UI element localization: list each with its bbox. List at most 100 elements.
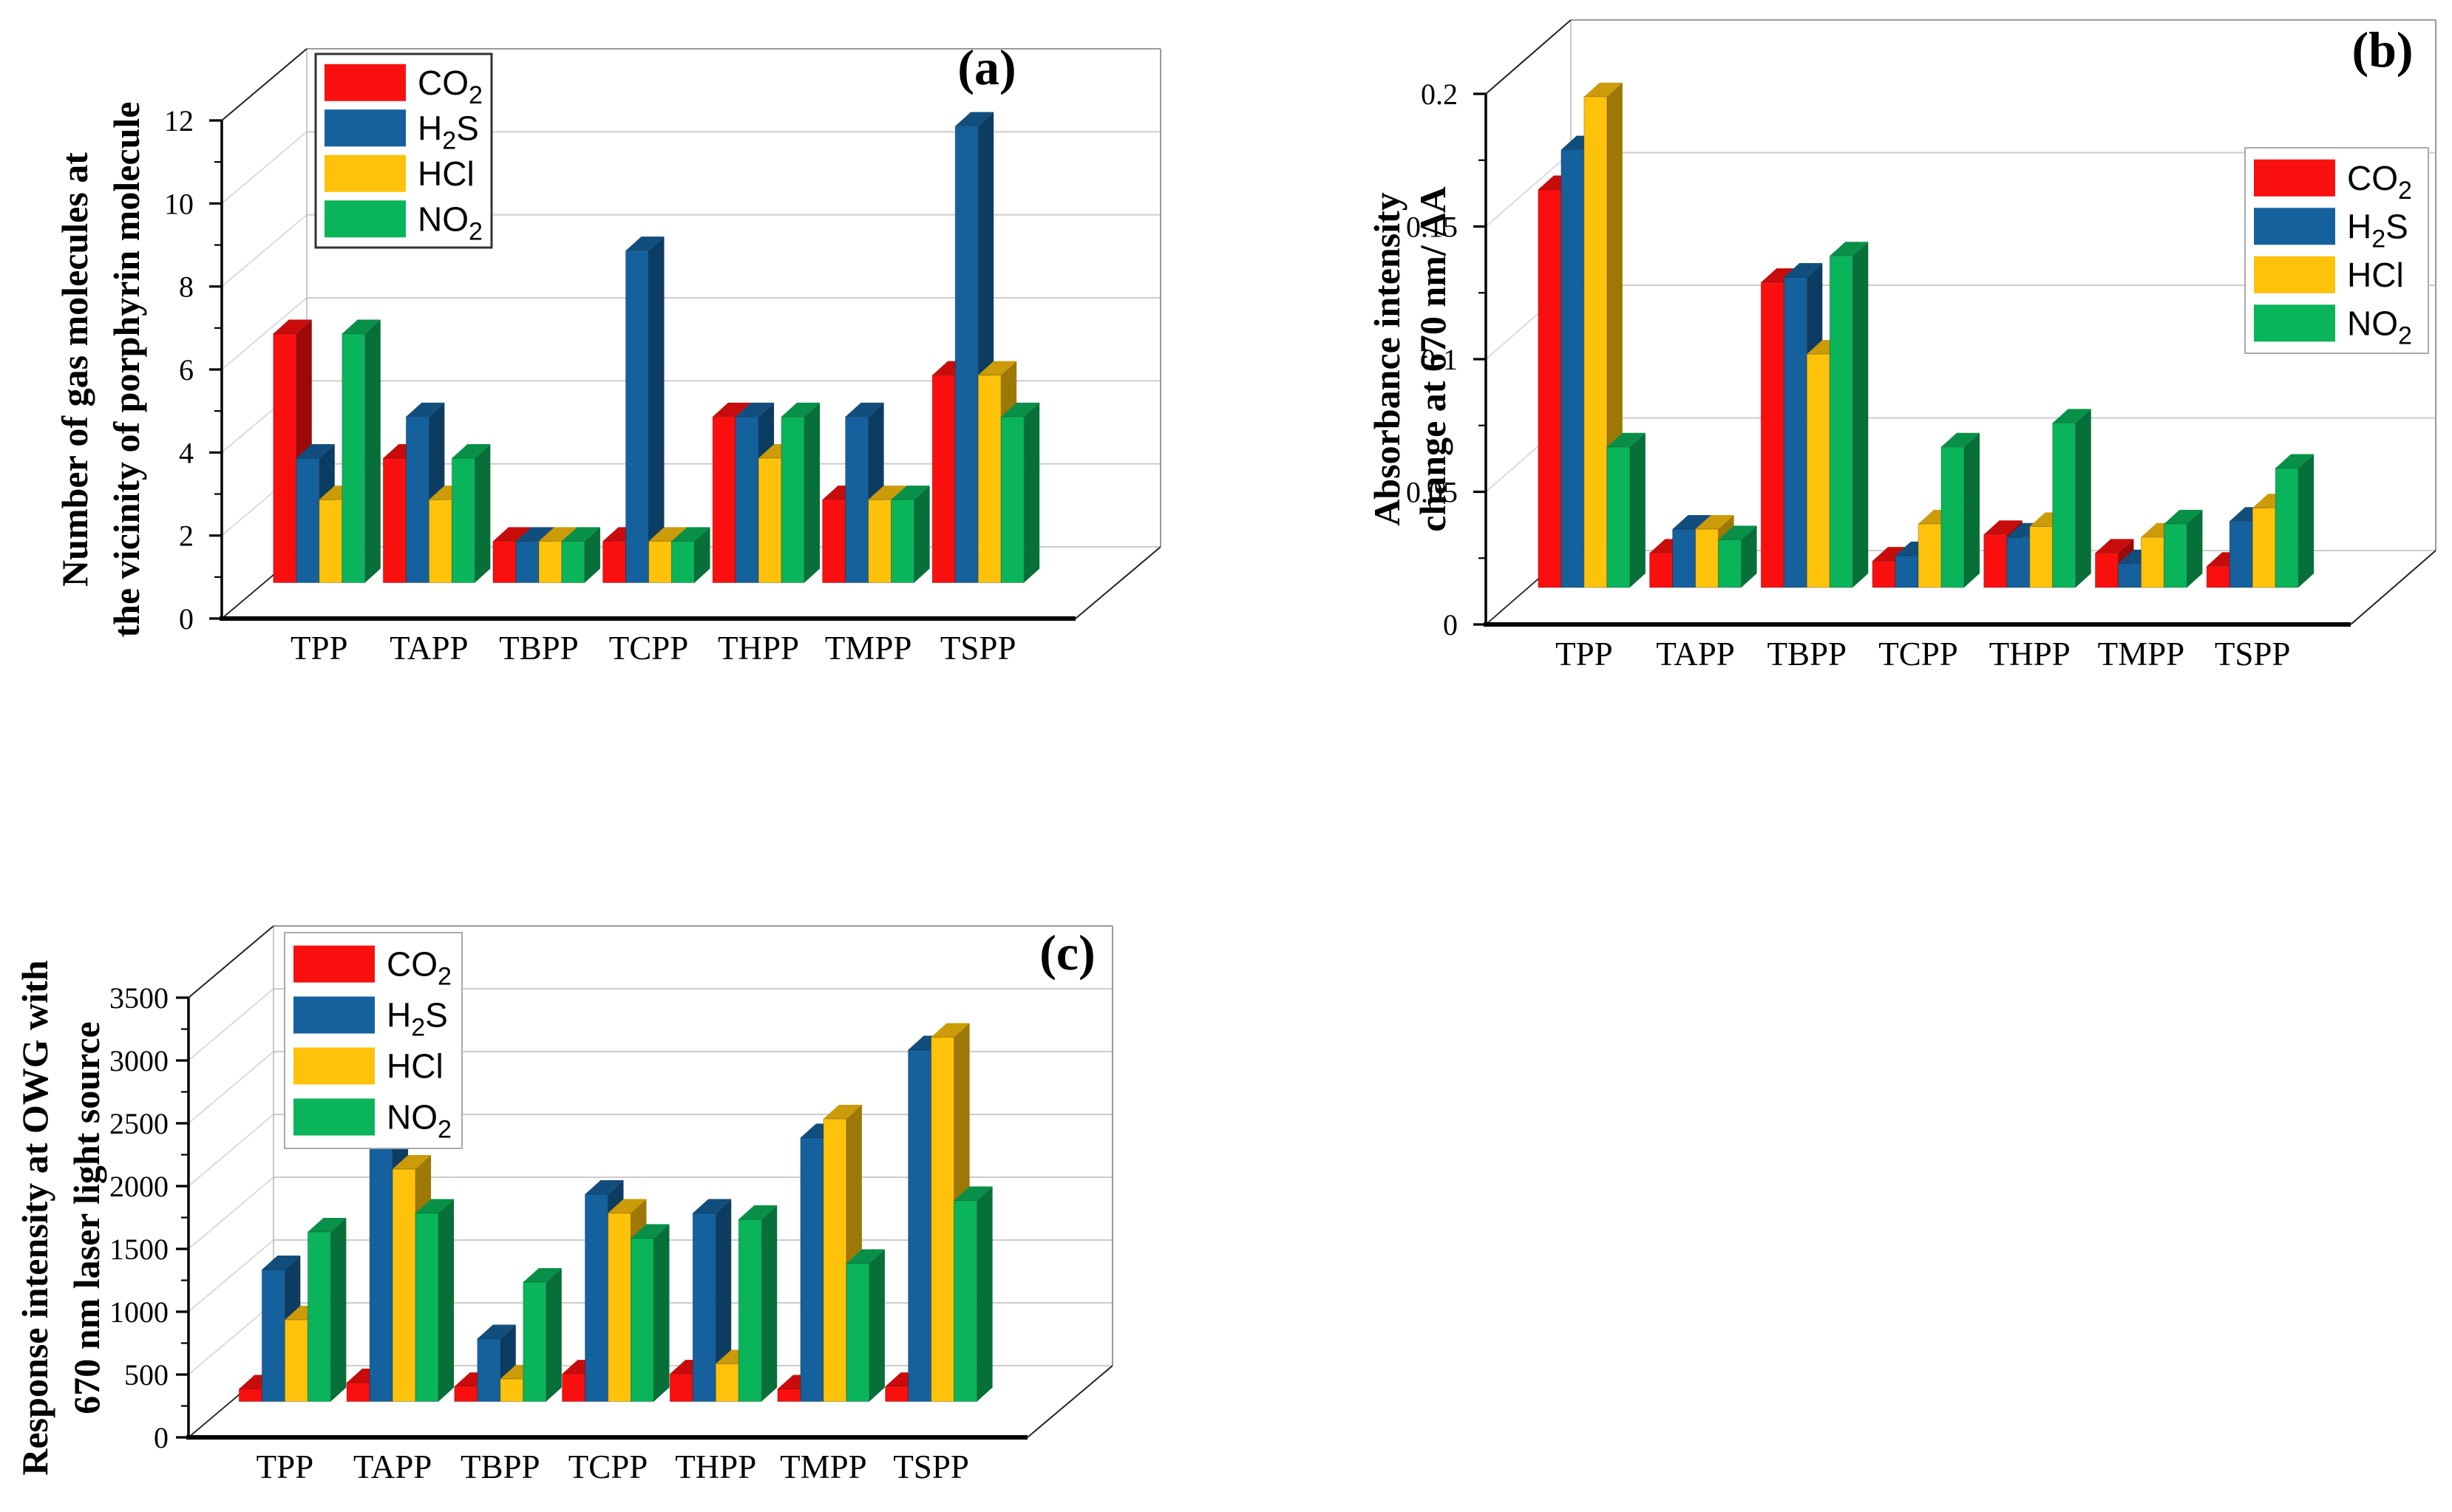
legend-label-CO2: CO2 <box>418 64 483 109</box>
y-axis-title-line: the vicinity of porphyrin molecule <box>106 102 147 638</box>
y-axis-title-line: change at 670 nm/ ΔA <box>1412 186 1453 531</box>
bar-c-TBPP-NO2 <box>523 1268 562 1402</box>
bar-a-TMPP-H2S <box>845 402 884 583</box>
legend-swatch-HCl <box>293 1047 375 1085</box>
x-category-label: TMPP <box>780 1448 867 1485</box>
legend-label-HCl: HCl <box>2347 256 2404 294</box>
legend-label-HCl: HCl <box>418 154 475 193</box>
legend-label-CO2: CO2 <box>387 945 452 991</box>
bar-c-THPP-NO2 <box>738 1205 778 1402</box>
legend-label-CO2: CO2 <box>2347 159 2412 205</box>
y-tick-label: 0.15 <box>1406 211 1458 244</box>
y-tick-label: 10 <box>164 187 194 220</box>
axes-a: 0 2 4 6 8 10 12 <box>164 104 1076 636</box>
bar-a-TSPP-NO2 <box>1000 402 1040 583</box>
y-tick-label: 12 <box>164 104 194 137</box>
bar-b-TAPP-NO2 <box>1718 525 1757 588</box>
legend-swatch-H2S <box>325 109 406 147</box>
axes-c: 0 500 1000 1500 2000 2500 3000 3500 <box>109 981 1028 1454</box>
y-tick-label: 0.05 <box>1406 476 1458 509</box>
bar-a-THPP-NO2 <box>781 402 821 583</box>
legend-swatch-CO2 <box>2254 159 2335 197</box>
legend-label-H2S: H2S <box>2347 207 2408 253</box>
legend-swatch-CO2 <box>293 945 375 983</box>
x-category-label: TAPP <box>1656 636 1734 672</box>
y-axis-title-a: Number of gas molecules at the vicinity o… <box>54 102 147 638</box>
legend-swatch-HCl <box>325 154 406 192</box>
x-category-label: TCPP <box>568 1448 648 1485</box>
bar-a-TCPP-NO2 <box>671 527 710 583</box>
legend-label-H2S: H2S <box>418 109 479 154</box>
legend-swatch-H2S <box>293 996 375 1034</box>
y-axis-title-b: Absorbance intensity change at 670 nm/ ΔA <box>1366 186 1453 531</box>
bar-c-THPP-H2S <box>692 1199 732 1402</box>
y-tick-label: 4 <box>179 436 194 469</box>
x-category-label: TBPP <box>499 630 579 667</box>
x-category-label: TSPP <box>940 630 1016 667</box>
chart-c: 0 500 1000 1500 2000 2500 3000 3500 TPP TAPP TBPP T… <box>14 924 1113 1485</box>
x-category-label: TAPP <box>390 630 468 667</box>
axes-b: 0 0.05 0.1 0.15 0.2 <box>1406 78 2351 641</box>
bar-c-TAPP-NO2 <box>415 1199 455 1402</box>
bar-c-TCPP-NO2 <box>631 1224 670 1402</box>
y-tick-label: 0 <box>1443 608 1458 641</box>
x-category-label: THPP <box>1989 636 2071 672</box>
y-tick-label: 2000 <box>109 1170 169 1203</box>
y-tick-label: 0 <box>179 602 194 636</box>
bar-b-THPP-NO2 <box>2052 409 2091 588</box>
x-category-label: TAPP <box>353 1448 432 1485</box>
bar-b-TCPP-NO2 <box>1940 432 1980 588</box>
legend-swatch-HCl <box>2254 256 2335 293</box>
bars-a <box>273 112 1040 584</box>
y-axis-title-line: Absorbance intensity <box>1366 192 1407 525</box>
x-category-label: TPP <box>291 630 348 667</box>
legend-label-HCl: HCl <box>387 1047 444 1086</box>
y-tick-label: 0.2 <box>1421 78 1458 111</box>
y-axis-title-line: Number of gas molecules at <box>54 152 95 587</box>
y-tick-label: 2 <box>179 520 194 553</box>
legend-swatch-H2S <box>2254 208 2335 245</box>
panel-label-a: (a) <box>957 39 1016 95</box>
bar-a-TAPP-NO2 <box>451 444 491 583</box>
y-tick-label: 2500 <box>109 1107 169 1140</box>
bar-b-TBPP-NO2 <box>1829 242 1869 588</box>
bar-a-TBPP-NO2 <box>561 527 600 583</box>
y-tick-label: 0 <box>154 1421 169 1454</box>
legend-label-NO2: NO2 <box>418 200 483 245</box>
chart-b: 0 0.05 0.1 0.15 0.2 TPP TAPP TBPP TCPP THPP TMPP TS… <box>1366 19 2436 672</box>
legend-swatch-CO2 <box>325 64 406 101</box>
y-tick-label: 6 <box>179 353 194 386</box>
x-category-label: TMPP <box>2098 636 2185 672</box>
legend-swatch-NO2 <box>2254 304 2335 342</box>
y-tick-label: 0.1 <box>1421 343 1458 376</box>
y-tick-label: 1000 <box>109 1295 169 1329</box>
legend-label-NO2: NO2 <box>2347 304 2412 350</box>
x-category-label: TSPP <box>2215 636 2291 672</box>
x-category-label: TCPP <box>609 630 689 667</box>
y-axis-title-line: Response intensity at OWG with <box>14 960 55 1475</box>
bar-a-TMPP-NO2 <box>891 486 930 584</box>
legend-c: CO2 H2S HCl NO2 <box>284 932 463 1149</box>
bar-c-TSPP-NO2 <box>954 1186 993 1402</box>
panel-label-b: (b) <box>2351 21 2413 78</box>
x-category-label: THPP <box>718 630 799 667</box>
legend-label-H2S: H2S <box>387 996 448 1042</box>
x-category-label: TBPP <box>1767 636 1847 672</box>
x-category-label: THPP <box>675 1448 756 1485</box>
legend-swatch-NO2 <box>325 200 406 238</box>
y-axis-title-c: Response intensity at OWG with 670 nm las… <box>14 960 107 1475</box>
x-category-label: TSPP <box>893 1448 969 1485</box>
panel-label-c: (c) <box>1039 924 1095 981</box>
bar-c-TPP-NO2 <box>307 1218 347 1402</box>
bar-c-TMPP-NO2 <box>846 1249 885 1402</box>
y-tick-label: 1500 <box>109 1233 169 1266</box>
y-axis-title-line: 670 nm laser light source <box>66 1021 107 1414</box>
y-tick-label: 3500 <box>109 981 169 1015</box>
x-category-label: TCPP <box>1878 636 1958 672</box>
bars-b <box>1538 82 2315 588</box>
y-tick-label: 500 <box>124 1358 169 1392</box>
